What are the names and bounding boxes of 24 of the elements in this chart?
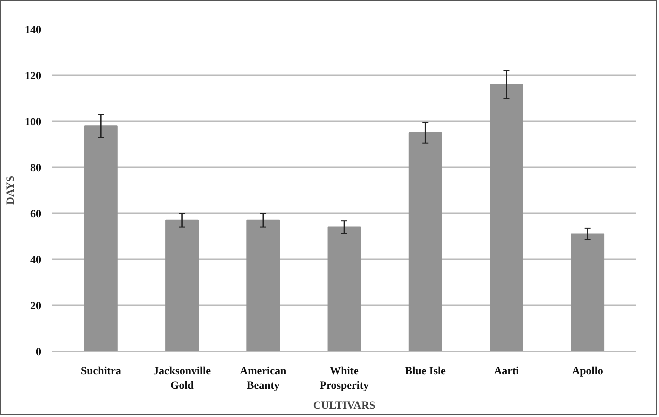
y-tick-label: 40: [30, 254, 42, 266]
bar: [328, 226, 362, 352]
bar: [84, 126, 118, 352]
bar: [246, 220, 280, 352]
x-tick-label: Blue Isle: [405, 366, 446, 378]
x-axis-title: CULTIVARS: [313, 400, 376, 412]
y-tick-label: 0: [36, 346, 42, 358]
bar: [490, 84, 524, 352]
y-tick-label: 80: [30, 162, 42, 174]
x-tick-label: American Beanty: [240, 366, 287, 392]
x-tick-label: Aarti: [494, 366, 520, 378]
x-tick-label: Jacksonville Gold: [154, 366, 212, 392]
y-tick-label: 20: [30, 300, 42, 312]
y-tick-label: 140: [25, 24, 42, 36]
x-tick-label: Suchitra: [81, 366, 122, 378]
y-tick-label: 100: [25, 116, 42, 128]
y-axis-title: DAYS: [5, 176, 17, 205]
bar: [408, 132, 442, 352]
bar: [166, 220, 199, 352]
bar: [571, 234, 605, 352]
y-tick-label: 60: [30, 208, 42, 220]
x-tick-label: Apollo: [572, 366, 604, 378]
y-tick-label: 120: [25, 70, 42, 82]
x-tick-label: White Prosperity: [320, 366, 370, 392]
